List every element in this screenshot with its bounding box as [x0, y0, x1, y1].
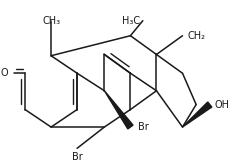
Polygon shape [182, 102, 212, 127]
Text: CH₃: CH₃ [42, 16, 60, 26]
Text: OH: OH [215, 100, 230, 110]
Text: Br: Br [72, 152, 82, 162]
Text: H₃C: H₃C [122, 16, 140, 26]
Polygon shape [104, 91, 133, 129]
Text: O: O [0, 68, 8, 78]
Text: CH₂: CH₂ [188, 31, 206, 41]
Text: Br: Br [138, 122, 149, 132]
